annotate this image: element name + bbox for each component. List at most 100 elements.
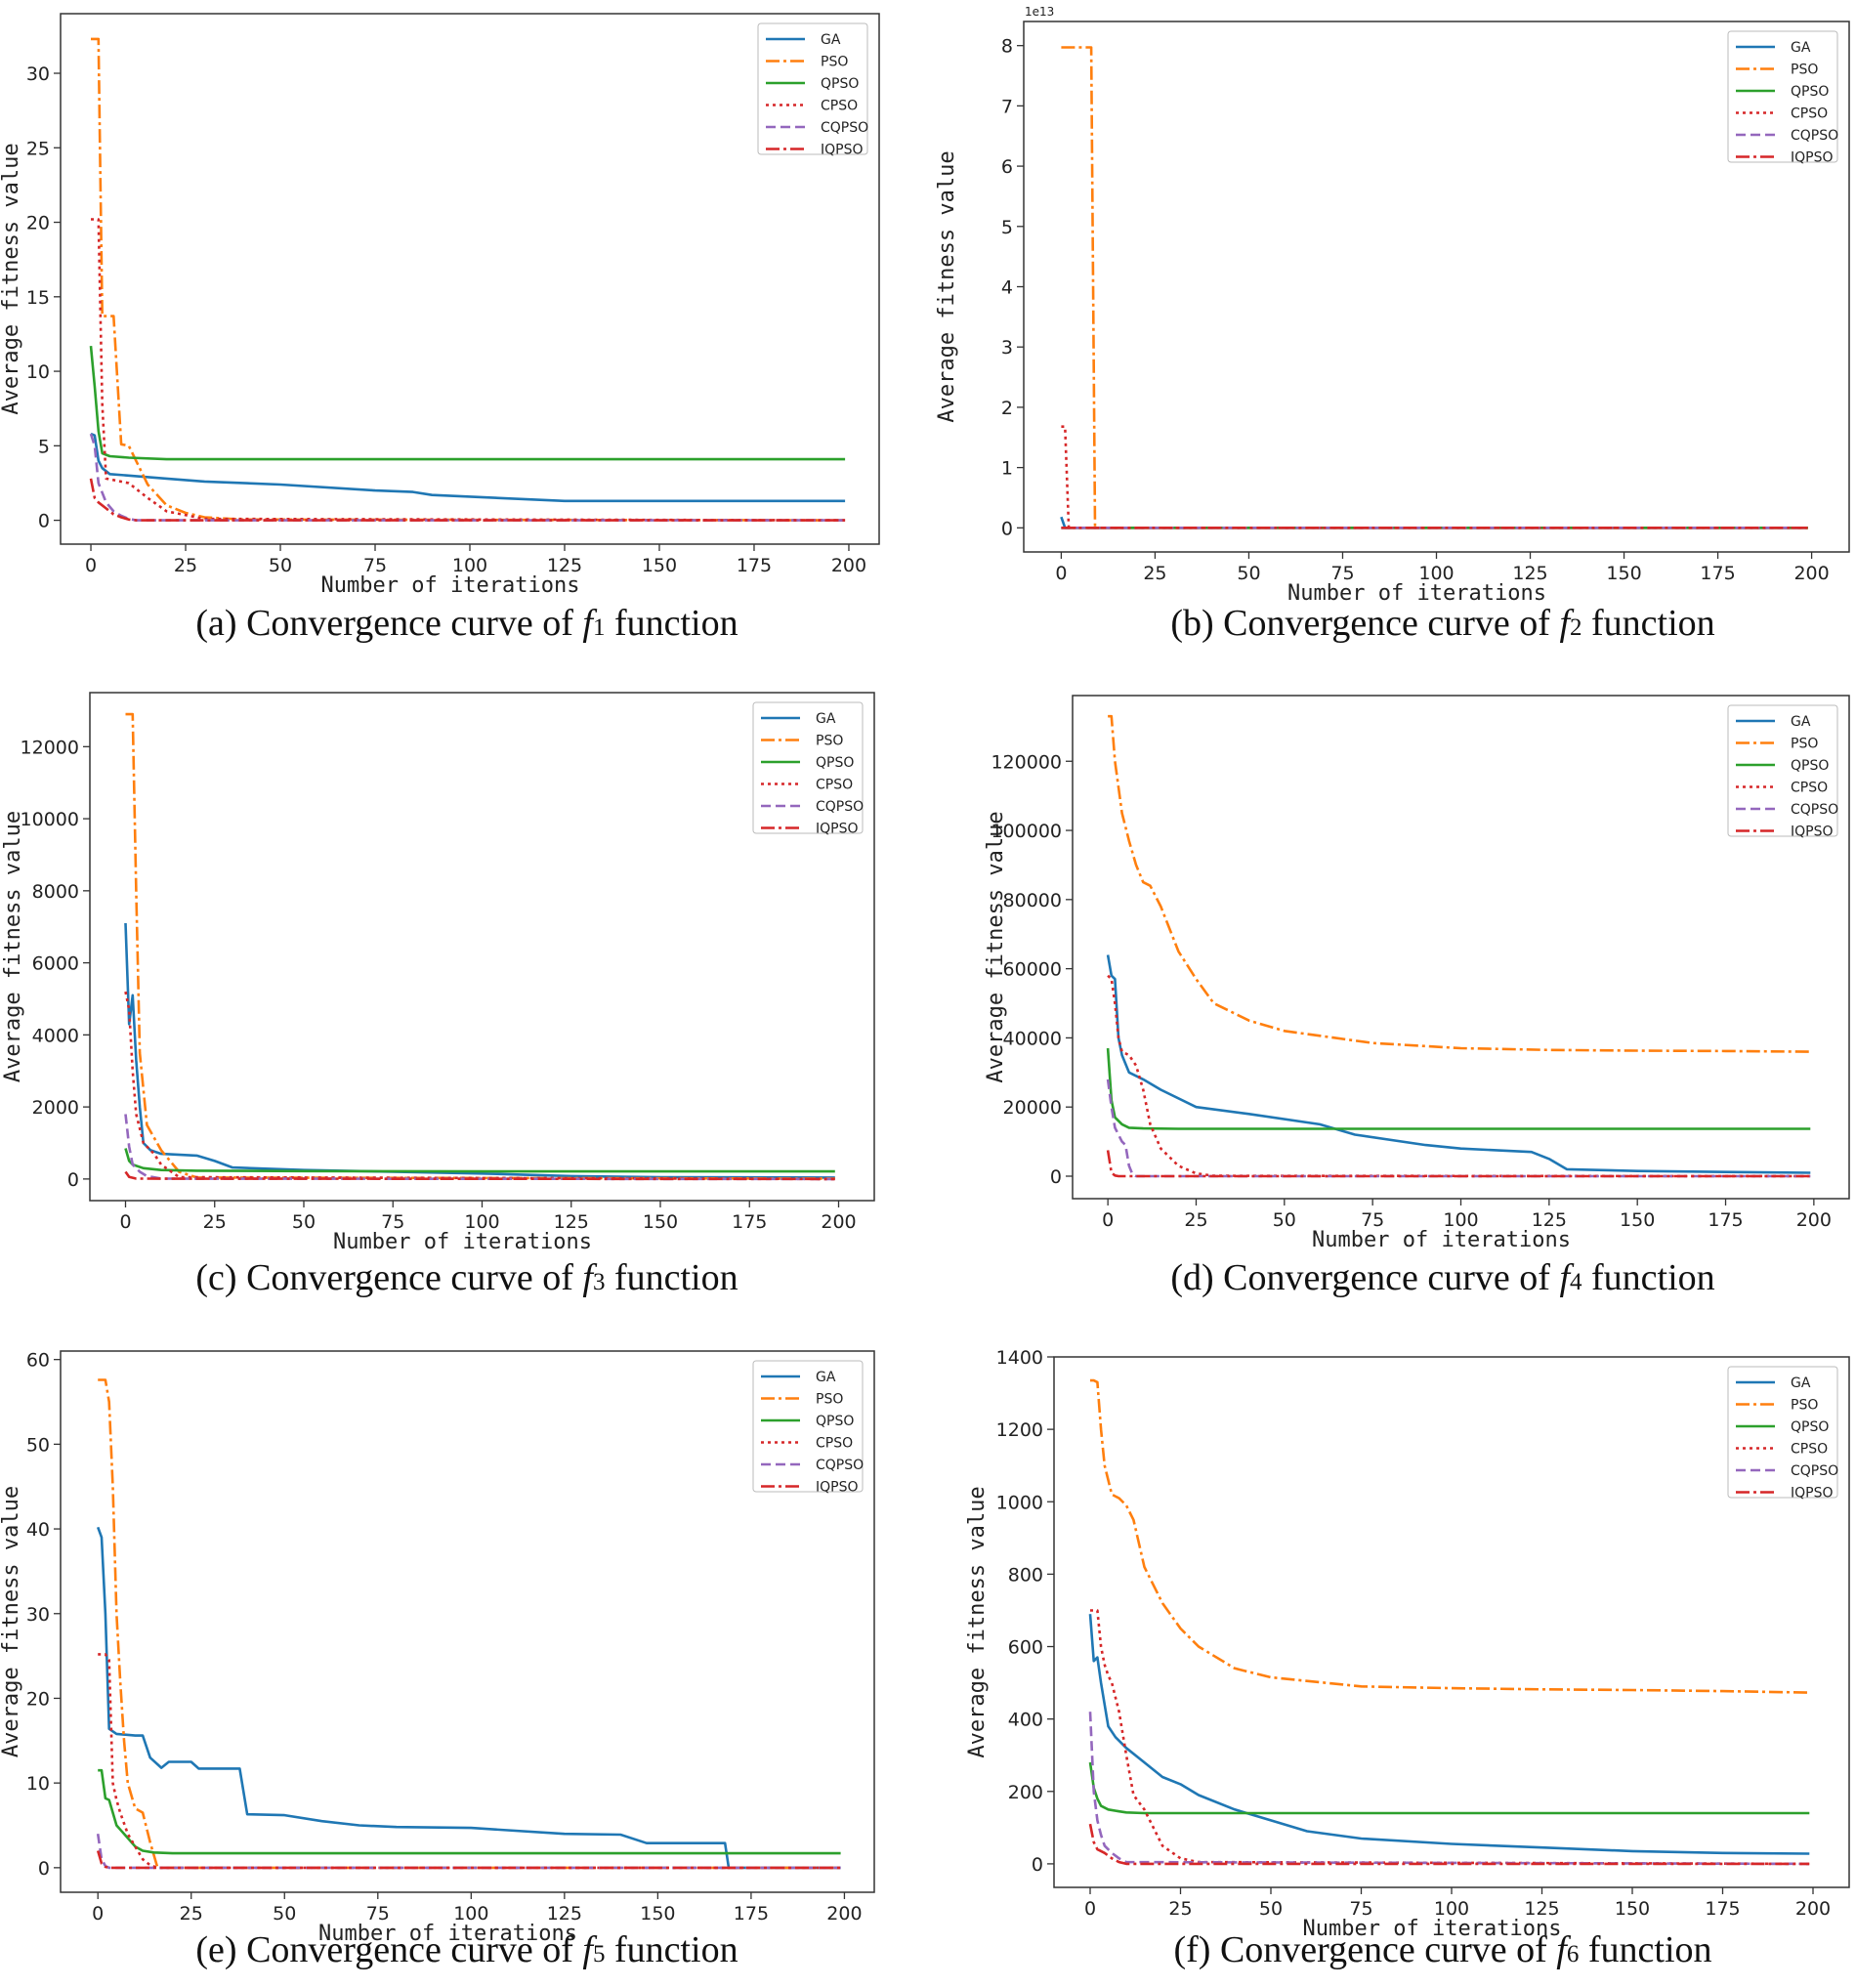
- y-tick-label: 0: [67, 1169, 79, 1191]
- x-tick-label: 125: [547, 1903, 582, 1925]
- y-tick-label: 4000: [32, 1025, 79, 1046]
- legend-label-iqpso: IQPSO: [1791, 825, 1834, 840]
- y-tick-label: 800: [1008, 1564, 1043, 1586]
- x-tick-label: 125: [1524, 1898, 1559, 1920]
- y-tick-label: 120000: [991, 751, 1062, 773]
- y-tick-label: 40000: [1003, 1028, 1062, 1049]
- series-line-ga: [90, 432, 846, 503]
- y-tick-label: 50: [26, 1434, 50, 1456]
- panel-caption: (a) Convergence curve of f1 function: [195, 603, 738, 644]
- x-tick-label: 0: [119, 1211, 131, 1233]
- y-tick-label: 25: [26, 138, 50, 159]
- y-tick-label: 1200: [996, 1419, 1043, 1441]
- legend-label-ga: GA: [821, 32, 841, 48]
- legend-box: [1727, 1366, 1838, 1499]
- x-tick-label: 0: [1055, 563, 1067, 584]
- y-tick-label: 100000: [991, 821, 1062, 842]
- x-tick-label: 100: [1434, 1898, 1469, 1920]
- plot-frame: [60, 13, 880, 545]
- x-tick-label: 150: [643, 1211, 678, 1233]
- x-tick-label: 125: [1532, 1209, 1567, 1231]
- y-tick-label: 20: [26, 213, 50, 234]
- x-axis-label: Number of iterations: [1303, 1917, 1562, 1941]
- y-tick-label: 200: [1008, 1782, 1043, 1803]
- panel-caption: (f) Convergence curve of f6 function: [1174, 1929, 1712, 1970]
- legend-label-iqpso: IQPSO: [1791, 1486, 1834, 1502]
- x-tick-label: 50: [269, 555, 292, 576]
- y-axis-label: Average fitness value: [984, 811, 1008, 1082]
- plot-frame: [89, 692, 875, 1202]
- chart-panel-b: 0 25 50 75 100 125 150 175 200 0 1 2 3 4 5 6 7 8 1e13 Numbe…: [935, 5, 1850, 644]
- y-tick-label: 3: [1001, 337, 1013, 359]
- series-line-qpso: [1088, 1761, 1810, 1815]
- y-tick-label: 5: [1001, 217, 1013, 238]
- y-tick-label: 4: [1001, 277, 1013, 299]
- x-tick-label: 150: [640, 1903, 675, 1925]
- legend-box: [1727, 704, 1838, 837]
- series-line-cpso: [124, 991, 835, 1181]
- legend-box: [752, 1360, 864, 1493]
- y-tick-label: 0: [38, 1858, 50, 1880]
- legend-label-iqpso: IQPSO: [816, 822, 859, 837]
- x-tick-label: 125: [1512, 563, 1547, 584]
- x-tick-label: 100: [452, 555, 487, 576]
- x-tick-label: 200: [821, 1211, 856, 1233]
- y-tick-label: 1: [1001, 458, 1013, 480]
- x-tick-label: 200: [1796, 1209, 1832, 1231]
- plot-frame: [1053, 1356, 1850, 1888]
- y-tick-label: 10000: [21, 809, 79, 830]
- legend-label-cqpso: CQPSO: [1791, 128, 1838, 144]
- y-tick-label: 1000: [996, 1492, 1043, 1513]
- y-axis-label: Average fitness value: [935, 150, 959, 422]
- series-line-iqpso: [1106, 1150, 1811, 1178]
- y-tick-label: 7: [1001, 96, 1013, 117]
- x-tick-label: 0: [1084, 1898, 1096, 1920]
- x-tick-label: 200: [1795, 1898, 1831, 1920]
- series-line-ga: [1088, 1614, 1810, 1855]
- y-tick-label: 20: [26, 1688, 50, 1710]
- panel-caption: (b) Convergence curve of f2 function: [1170, 603, 1714, 644]
- x-axis-label: Number of iterations: [318, 1922, 577, 1946]
- x-tick-label: 175: [1708, 1209, 1743, 1231]
- x-tick-label: 75: [363, 555, 387, 576]
- x-tick-label: 50: [1237, 563, 1260, 584]
- x-axis-label: Number of iterations: [321, 573, 580, 598]
- legend: GA PSO QPSO CPSO CQPSO IQPSO: [1727, 30, 1838, 166]
- y-tick-label: 5: [38, 436, 50, 457]
- panel-caption: (d) Convergence curve of f4 function: [1170, 1257, 1714, 1298]
- legend: GA PSO QPSO CPSO CQPSO IQPSO: [757, 22, 868, 158]
- series-line-qpso: [98, 1768, 841, 1855]
- y-tick-label: 80000: [1003, 890, 1062, 911]
- y-tick-label: 12000: [21, 737, 79, 758]
- x-tick-label: 50: [273, 1903, 296, 1925]
- legend-label-pso: PSO: [1791, 1398, 1818, 1414]
- x-tick-label: 0: [92, 1903, 104, 1925]
- x-tick-label: 25: [1168, 1898, 1192, 1920]
- series-line-pso: [1090, 1378, 1810, 1694]
- legend-label-pso: PSO: [816, 734, 843, 749]
- series-line-qpso: [1106, 1047, 1811, 1130]
- legend-box: [757, 22, 868, 155]
- x-tick-label: 75: [1330, 563, 1354, 584]
- series-line-ga: [124, 922, 835, 1179]
- series-line-pso: [98, 1378, 841, 1870]
- legend-label-iqpso: IQPSO: [816, 1480, 859, 1496]
- x-tick-label: 150: [1620, 1209, 1655, 1231]
- series-line-ga: [96, 1526, 841, 1870]
- y-tick-label: 0: [1032, 1854, 1043, 1876]
- series-line-cqpso: [89, 433, 846, 522]
- y-tick-label: 600: [1008, 1637, 1043, 1659]
- series-line-pso: [91, 37, 846, 522]
- x-tick-label: 25: [180, 1903, 203, 1925]
- legend: GA PSO QPSO CPSO CQPSO IQPSO: [752, 1360, 864, 1496]
- x-tick-label: 175: [1700, 563, 1735, 584]
- legend-label-iqpso: IQPSO: [821, 143, 864, 158]
- y-axis-label: Average fitness value: [0, 1486, 23, 1757]
- series-line-iqpso: [96, 1850, 841, 1870]
- y-tick-label: 6: [1001, 156, 1013, 178]
- legend-box: [752, 701, 864, 834]
- legend-label-cpso: CPSO: [1791, 781, 1828, 796]
- y-tick-label: 60: [26, 1350, 50, 1372]
- panel-caption: (e) Convergence curve of f5 function: [195, 1929, 738, 1970]
- legend-label-qpso: QPSO: [1791, 84, 1829, 100]
